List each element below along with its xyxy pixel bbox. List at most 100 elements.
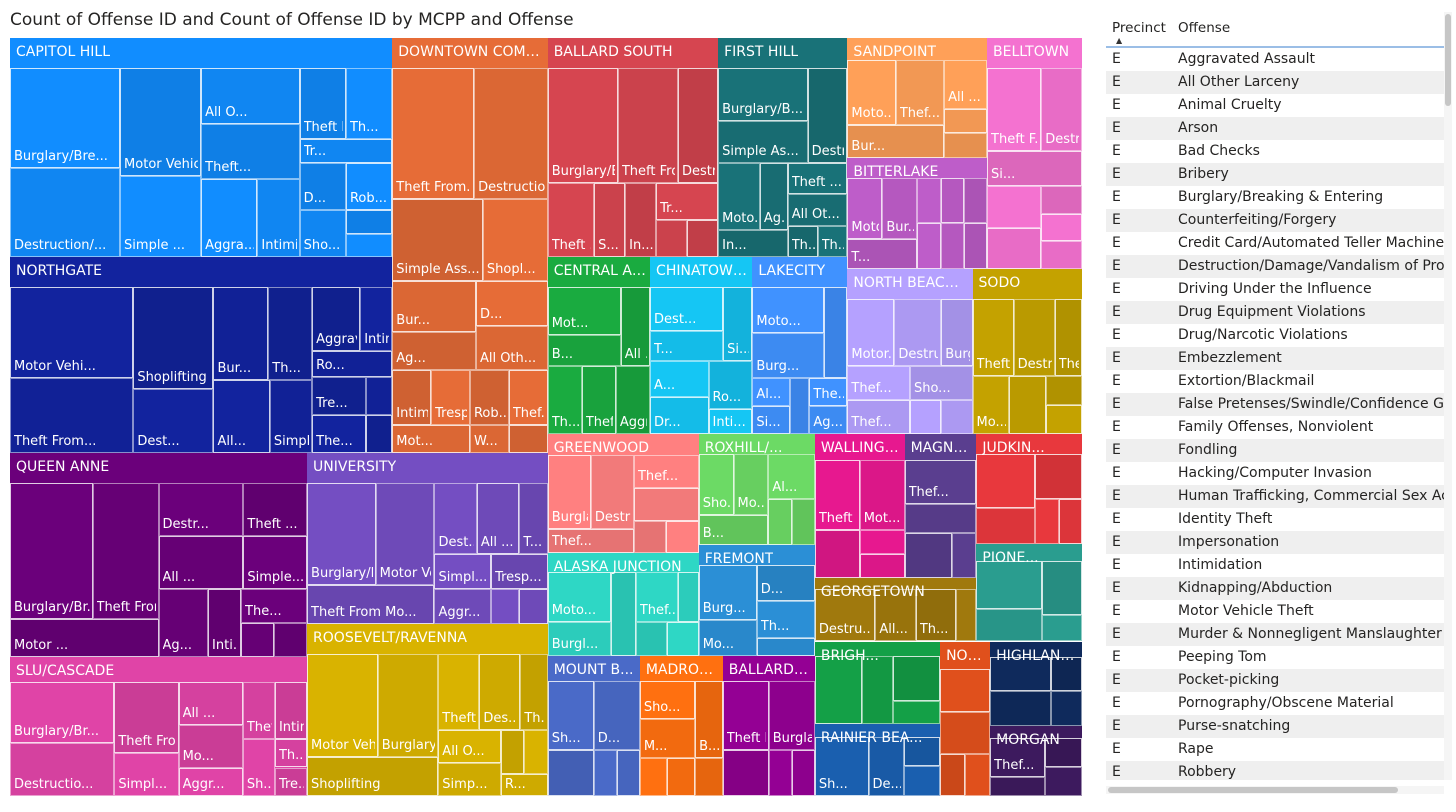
treemap-cell[interactable]: Burgl...	[547, 622, 611, 656]
treemap-cell[interactable]: A...	[650, 360, 709, 398]
vertical-scrollbar-thumb[interactable]	[1445, 14, 1451, 106]
treemap-region[interactable]: UNIVERSITY Burglary/Break... Motor Vehicle…	[307, 452, 548, 625]
treemap-cell[interactable]: Burglary/Br...	[10, 482, 93, 620]
treemap-cell[interactable]: Intimid...	[257, 179, 300, 258]
treemap-cell[interactable]: The...	[1054, 298, 1082, 376]
treemap-cell[interactable]: Mot...	[547, 287, 621, 335]
table-row[interactable]: E Pornography/Obscene Material	[1106, 692, 1444, 715]
treemap-cell[interactable]: Intim...	[274, 682, 308, 739]
treemap-region[interactable]: MADRON... Sho... M... B...	[639, 655, 723, 796]
treemap-region[interactable]: SANDPOINT Moto... Thef... Bur... All ...	[847, 38, 988, 159]
treemap-cell[interactable]: Theft From ...	[114, 682, 179, 754]
treemap-cell[interactable]: D...	[593, 681, 640, 751]
treemap-region[interactable]: LAKECITY Moto... Burg... Al... Si... The... Ag…	[752, 257, 848, 434]
treemap-cell[interactable]	[756, 637, 815, 656]
treemap-cell[interactable]: Thef...	[508, 370, 548, 426]
treemap-region[interactable]: MOUNT B... Sh... D...	[547, 655, 640, 796]
treemap-cell[interactable]: Th...	[756, 601, 815, 638]
treemap-cell[interactable]	[635, 622, 668, 656]
treemap-cell[interactable]: Mot...	[392, 425, 470, 453]
table-row[interactable]: E Driving Under the Influence	[1106, 278, 1444, 301]
treemap-cell[interactable]: Simple ...	[269, 380, 313, 453]
treemap-cell[interactable]: Moto...	[718, 162, 760, 231]
treemap-cell[interactable]: Th...	[520, 654, 548, 730]
treemap-cell[interactable]: Burglar...	[547, 455, 591, 529]
treemap-cell[interactable]	[1041, 213, 1082, 242]
treemap-cell[interactable]: Dest...	[650, 287, 724, 332]
treemap-cell[interactable]: Burglar...	[768, 681, 815, 751]
treemap-region[interactable]: CAPITOL HILL Burglary/Bre... Destruction/.…	[10, 38, 393, 258]
treemap-cell[interactable]: Theft ...	[547, 183, 595, 258]
treemap-cell[interactable]	[1042, 561, 1082, 615]
table-row[interactable]: E False Pretenses/Swindle/Confidence Ga	[1106, 393, 1444, 416]
treemap-cell[interactable]: Ro...	[708, 360, 753, 410]
treemap-cell[interactable]	[814, 530, 860, 578]
treemap-cell[interactable]	[1042, 614, 1082, 642]
table-row[interactable]: E Pocket-picking	[1106, 669, 1444, 692]
treemap-cell[interactable]	[963, 178, 988, 224]
treemap-cell[interactable]: In...	[625, 183, 657, 258]
treemap-cell[interactable]: The...	[241, 588, 308, 623]
treemap-cell[interactable]: Shoplifting	[133, 287, 214, 390]
treemap-cell[interactable]: Theft F...	[987, 68, 1042, 151]
treemap-cell[interactable]: Moto...	[752, 287, 824, 333]
table-row[interactable]: E Murder & Nonnegligent Manslaughter	[1106, 623, 1444, 646]
treemap-region[interactable]: DOWNTOWN COMMERCIAL Theft From... Destruct…	[392, 38, 548, 453]
treemap-cell[interactable]	[1058, 498, 1082, 544]
treemap-cell[interactable]	[976, 609, 1043, 642]
table-row[interactable]: E Robbery	[1106, 761, 1444, 780]
treemap-cell[interactable]: All O...	[438, 729, 501, 763]
treemap-cell[interactable]	[274, 622, 308, 658]
treemap-region[interactable]: GREENWOODBurglar...Destru...Thef...Thef.…	[547, 433, 699, 554]
treemap-cell[interactable]: Aggr...	[615, 366, 651, 434]
treemap-cell[interactable]	[1035, 498, 1059, 544]
treemap-cell[interactable]: Tre...	[274, 767, 308, 796]
treemap-cell[interactable]: Burglary/Break...	[307, 482, 376, 586]
treemap-cell[interactable]: The...	[312, 414, 366, 453]
treemap-cell[interactable]: R...	[500, 773, 548, 796]
treemap-cell[interactable]: Sho...	[639, 681, 696, 720]
treemap-cell[interactable]: Tr...	[656, 183, 719, 221]
treemap-region[interactable]: BELLTOWN Theft F... Destru... Si...	[987, 38, 1082, 269]
treemap-cell[interactable]: Th...	[274, 739, 308, 768]
treemap-cell[interactable]: Mo...	[698, 619, 757, 656]
treemap-cell[interactable]: T...	[519, 482, 548, 554]
treemap-cell[interactable]	[666, 520, 699, 554]
treemap-cell[interactable]	[633, 488, 699, 521]
treemap-cell[interactable]: Aggr...	[434, 589, 492, 625]
table-row[interactable]: E Credit Card/Automated Teller Machine F	[1106, 232, 1444, 255]
treemap-cell[interactable]	[909, 400, 942, 434]
treemap-cell[interactable]: Moto...	[547, 571, 611, 623]
treemap-cell[interactable]: Simple As...	[718, 120, 808, 163]
treemap-cell[interactable]: Inti...	[708, 409, 753, 434]
treemap-cell[interactable]: Sh...	[547, 681, 594, 751]
treemap-cell[interactable]: Sho...	[909, 366, 973, 401]
treemap-region[interactable]: QUEEN ANNE Burglary/Br... Theft From ... Mo…	[10, 452, 308, 658]
treemap-cell[interactable]: Th...	[787, 225, 818, 258]
treemap-cell[interactable]	[508, 425, 548, 453]
treemap-cell[interactable]	[823, 287, 848, 378]
treemap-region[interactable]: NORTH AD...	[940, 641, 991, 796]
treemap-region[interactable]: PIONE...	[976, 543, 1082, 642]
treemap-cell[interactable]: Bur...	[847, 125, 945, 159]
treemap-cell[interactable]: Simple...	[243, 535, 308, 589]
treemap-cell[interactable]	[500, 729, 525, 774]
treemap-cell[interactable]: Destructio...	[807, 68, 848, 163]
treemap-cell[interactable]	[639, 757, 668, 796]
treemap-cell[interactable]	[859, 530, 905, 555]
treemap-cell[interactable]	[593, 750, 617, 796]
treemap-region[interactable]: CHINATOWN... Dest... T... Si... A... Dr... Ro.…	[650, 257, 753, 434]
treemap-region[interactable]: BALLARD SOUTH Burglary/Bre... Theft From .…	[547, 38, 719, 258]
treemap-cell[interactable]: All ...	[158, 535, 244, 589]
treemap-cell[interactable]	[633, 520, 667, 554]
treemap-cell[interactable]	[963, 223, 988, 269]
treemap-cell[interactable]: Rob...	[345, 162, 393, 210]
treemap-cell[interactable]: Burglary/Bre...	[377, 654, 439, 757]
table-row[interactable]: E Aggravated Assault	[1106, 48, 1444, 71]
treemap-cell[interactable]: Aggr...	[178, 767, 243, 796]
treemap-cell[interactable]	[904, 503, 977, 534]
treemap-cell[interactable]: M...	[639, 719, 696, 758]
table-row[interactable]: E Counterfeiting/Forgery	[1106, 209, 1444, 232]
sort-ascending-icon[interactable]: ▲	[1116, 36, 1123, 45]
treemap-cell[interactable]: Sho...	[299, 209, 346, 258]
